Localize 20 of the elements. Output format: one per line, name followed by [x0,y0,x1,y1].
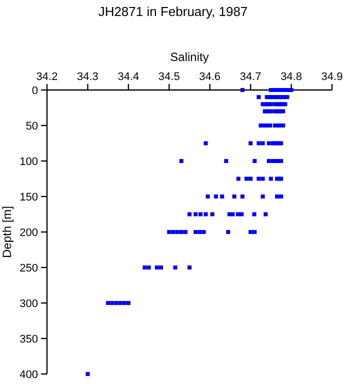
y-tick-label: 0 [32,85,38,97]
x-tick-label: 34.4 [118,71,140,83]
x-tick-label: 34.3 [77,71,98,83]
y-axis-title: Depth [m] [0,206,14,258]
x-tick-label: 34.9 [321,71,343,83]
x-tick-label: 34.8 [280,71,302,83]
y-tick-label: 50 [26,120,38,132]
y-tick-label: 400 [20,369,38,381]
x-tick-label: 34.5 [158,71,180,83]
y-tick-label: 350 [20,334,38,346]
y-tick-label: 150 [20,192,38,204]
y-tick-label: 100 [20,156,38,168]
chart-title: JH2871 in February, 1987 [98,4,248,19]
x-tick-label: 34.7 [240,71,262,83]
x-axis-title: Salinity [170,50,209,64]
x-tick-label: 34.6 [199,71,221,83]
x-tick-label: 34.2 [36,71,58,83]
y-tick-label: 250 [20,262,38,274]
y-tick-label: 200 [20,227,38,239]
y-tick-label: 300 [20,298,38,310]
